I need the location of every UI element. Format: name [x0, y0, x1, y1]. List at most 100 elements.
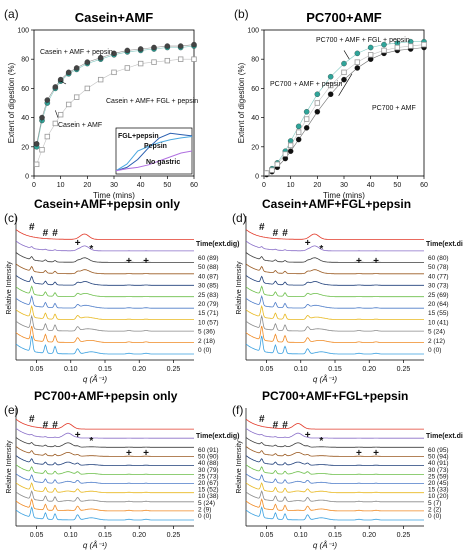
- legend-entry: 10 (20): [428, 493, 449, 500]
- legend-entry: 20 (45): [428, 480, 449, 487]
- data-point: [137, 46, 144, 52]
- saxs-trace: [15, 482, 194, 494]
- x-tick-label: 0.15: [328, 366, 342, 373]
- x-axis-label: q (Å⁻¹): [83, 375, 108, 384]
- saxs-trace: [15, 325, 194, 343]
- saxs-trace: [245, 473, 424, 485]
- x-tick-label: 0.20: [362, 366, 376, 373]
- y-axis-label: Relative Intensity: [236, 261, 243, 315]
- peak-marker: *: [319, 244, 323, 255]
- annotation: Casein + AMF + pepsin: [40, 49, 113, 56]
- panel-letter: (a): [4, 7, 19, 21]
- panel-title: PC700+AMF+pepsin only: [34, 389, 178, 403]
- peak-marker: #: [259, 222, 265, 233]
- legend-title: Time(ext.dig): [426, 433, 463, 440]
- x-tick-label: 0.05: [260, 366, 274, 373]
- y-tick-label: 100: [247, 28, 259, 35]
- legend-entry: 2 (2): [428, 506, 441, 513]
- y-tick-label: 60: [21, 86, 29, 93]
- panel-letter: (f): [232, 403, 243, 417]
- data-point: [295, 123, 302, 130]
- data-point: [164, 57, 171, 64]
- peak-marker: #: [29, 414, 35, 425]
- legend-entry: 15 (71): [198, 310, 219, 317]
- panel-letter: (b): [234, 7, 249, 21]
- data-point: [57, 111, 64, 118]
- peak-marker: +: [356, 256, 362, 267]
- legend-entry: 15 (52): [198, 487, 219, 494]
- panel-letter: (e): [4, 403, 19, 417]
- saxs-trace: [15, 285, 194, 298]
- inset-series-line: [115, 136, 193, 172]
- x-tick-label: 0.25: [397, 532, 411, 539]
- data-point: [65, 69, 72, 76]
- saxs-trace: [15, 473, 194, 485]
- data-point: [39, 147, 45, 153]
- data-point: [73, 94, 80, 100]
- peak-marker: #: [273, 420, 279, 431]
- x-tick-label: 0.05: [260, 532, 274, 539]
- data-point: [33, 161, 40, 168]
- x-tick-label: 30: [110, 182, 118, 189]
- x-tick-label: 0.15: [328, 532, 342, 539]
- data-point: [164, 43, 171, 49]
- annotation-pointer: [343, 50, 350, 60]
- inset-series-line: [115, 150, 193, 172]
- legend-entry: 50 (78): [428, 264, 449, 271]
- peak-marker: #: [282, 420, 288, 431]
- legend-entry: 10 (57): [198, 319, 219, 326]
- data-point: [367, 44, 374, 51]
- peak-marker: +: [143, 448, 149, 459]
- data-point: [44, 97, 51, 103]
- panel-5: (f) PC700+AMF+FGL+pepsin 0.05 0.10 0.15 0.20 0…: [232, 389, 463, 550]
- saxs-trace: [245, 498, 424, 512]
- panel-title: PC700+AMF: [306, 10, 382, 25]
- inset-label: No gastric: [146, 159, 180, 166]
- x-axis-label: q (Å⁻¹): [313, 375, 338, 384]
- saxs-trace: [15, 418, 194, 430]
- data-point: [295, 129, 302, 135]
- peak-marker: +: [75, 238, 81, 249]
- data-point: [33, 141, 40, 147]
- legend-entry: 10 (38): [198, 493, 219, 500]
- data-point: [314, 91, 321, 97]
- saxs-trace: [245, 490, 424, 503]
- saxs-trace: [15, 252, 194, 263]
- data-point: [341, 76, 347, 83]
- saxs-trace: [15, 275, 194, 286]
- legend-entry: 0 (0): [198, 513, 211, 520]
- peak-marker: +: [305, 430, 311, 441]
- data-point: [151, 59, 157, 65]
- saxs-trace: [245, 285, 424, 298]
- data-point: [381, 47, 387, 54]
- saxs-trace: [15, 464, 194, 475]
- legend-entry: 25 (83): [198, 292, 219, 299]
- saxs-trace: [15, 295, 194, 309]
- inset-label: Pepsin: [144, 143, 167, 150]
- peak-marker: +: [126, 448, 132, 459]
- x-tick-label: 0: [262, 182, 266, 189]
- data-point: [295, 136, 302, 143]
- legend-entry: 60 (89): [198, 255, 219, 262]
- data-point: [282, 151, 289, 157]
- x-tick-label: 0.05: [30, 532, 44, 539]
- series-line: [36, 45, 195, 147]
- annotation: Casein + AMF+ FGL + pepsin: [106, 98, 198, 105]
- data-point: [407, 43, 414, 49]
- peak-marker: +: [143, 256, 149, 267]
- saxs-trace: [245, 275, 424, 286]
- x-tick-label: 0.10: [294, 366, 308, 373]
- data-point: [269, 167, 275, 173]
- x-tick-label: 0.25: [167, 532, 181, 539]
- inset-series-line: [115, 132, 193, 172]
- data-point: [111, 69, 117, 76]
- y-axis-label: Relative Intensity: [236, 440, 243, 494]
- peak-marker: #: [259, 414, 265, 425]
- y-axis-label: Extent of digestion (%): [237, 62, 246, 143]
- data-point: [287, 142, 294, 149]
- legend-entry: 2 (12): [428, 338, 445, 345]
- panel-4: (e) PC700+AMF+pepsin only 0.05 0.10 0.15 0.20…: [4, 389, 239, 550]
- peak-marker: *: [89, 244, 93, 255]
- x-tick-label: 40: [367, 182, 375, 189]
- legend-entry: 40 (88): [198, 460, 219, 467]
